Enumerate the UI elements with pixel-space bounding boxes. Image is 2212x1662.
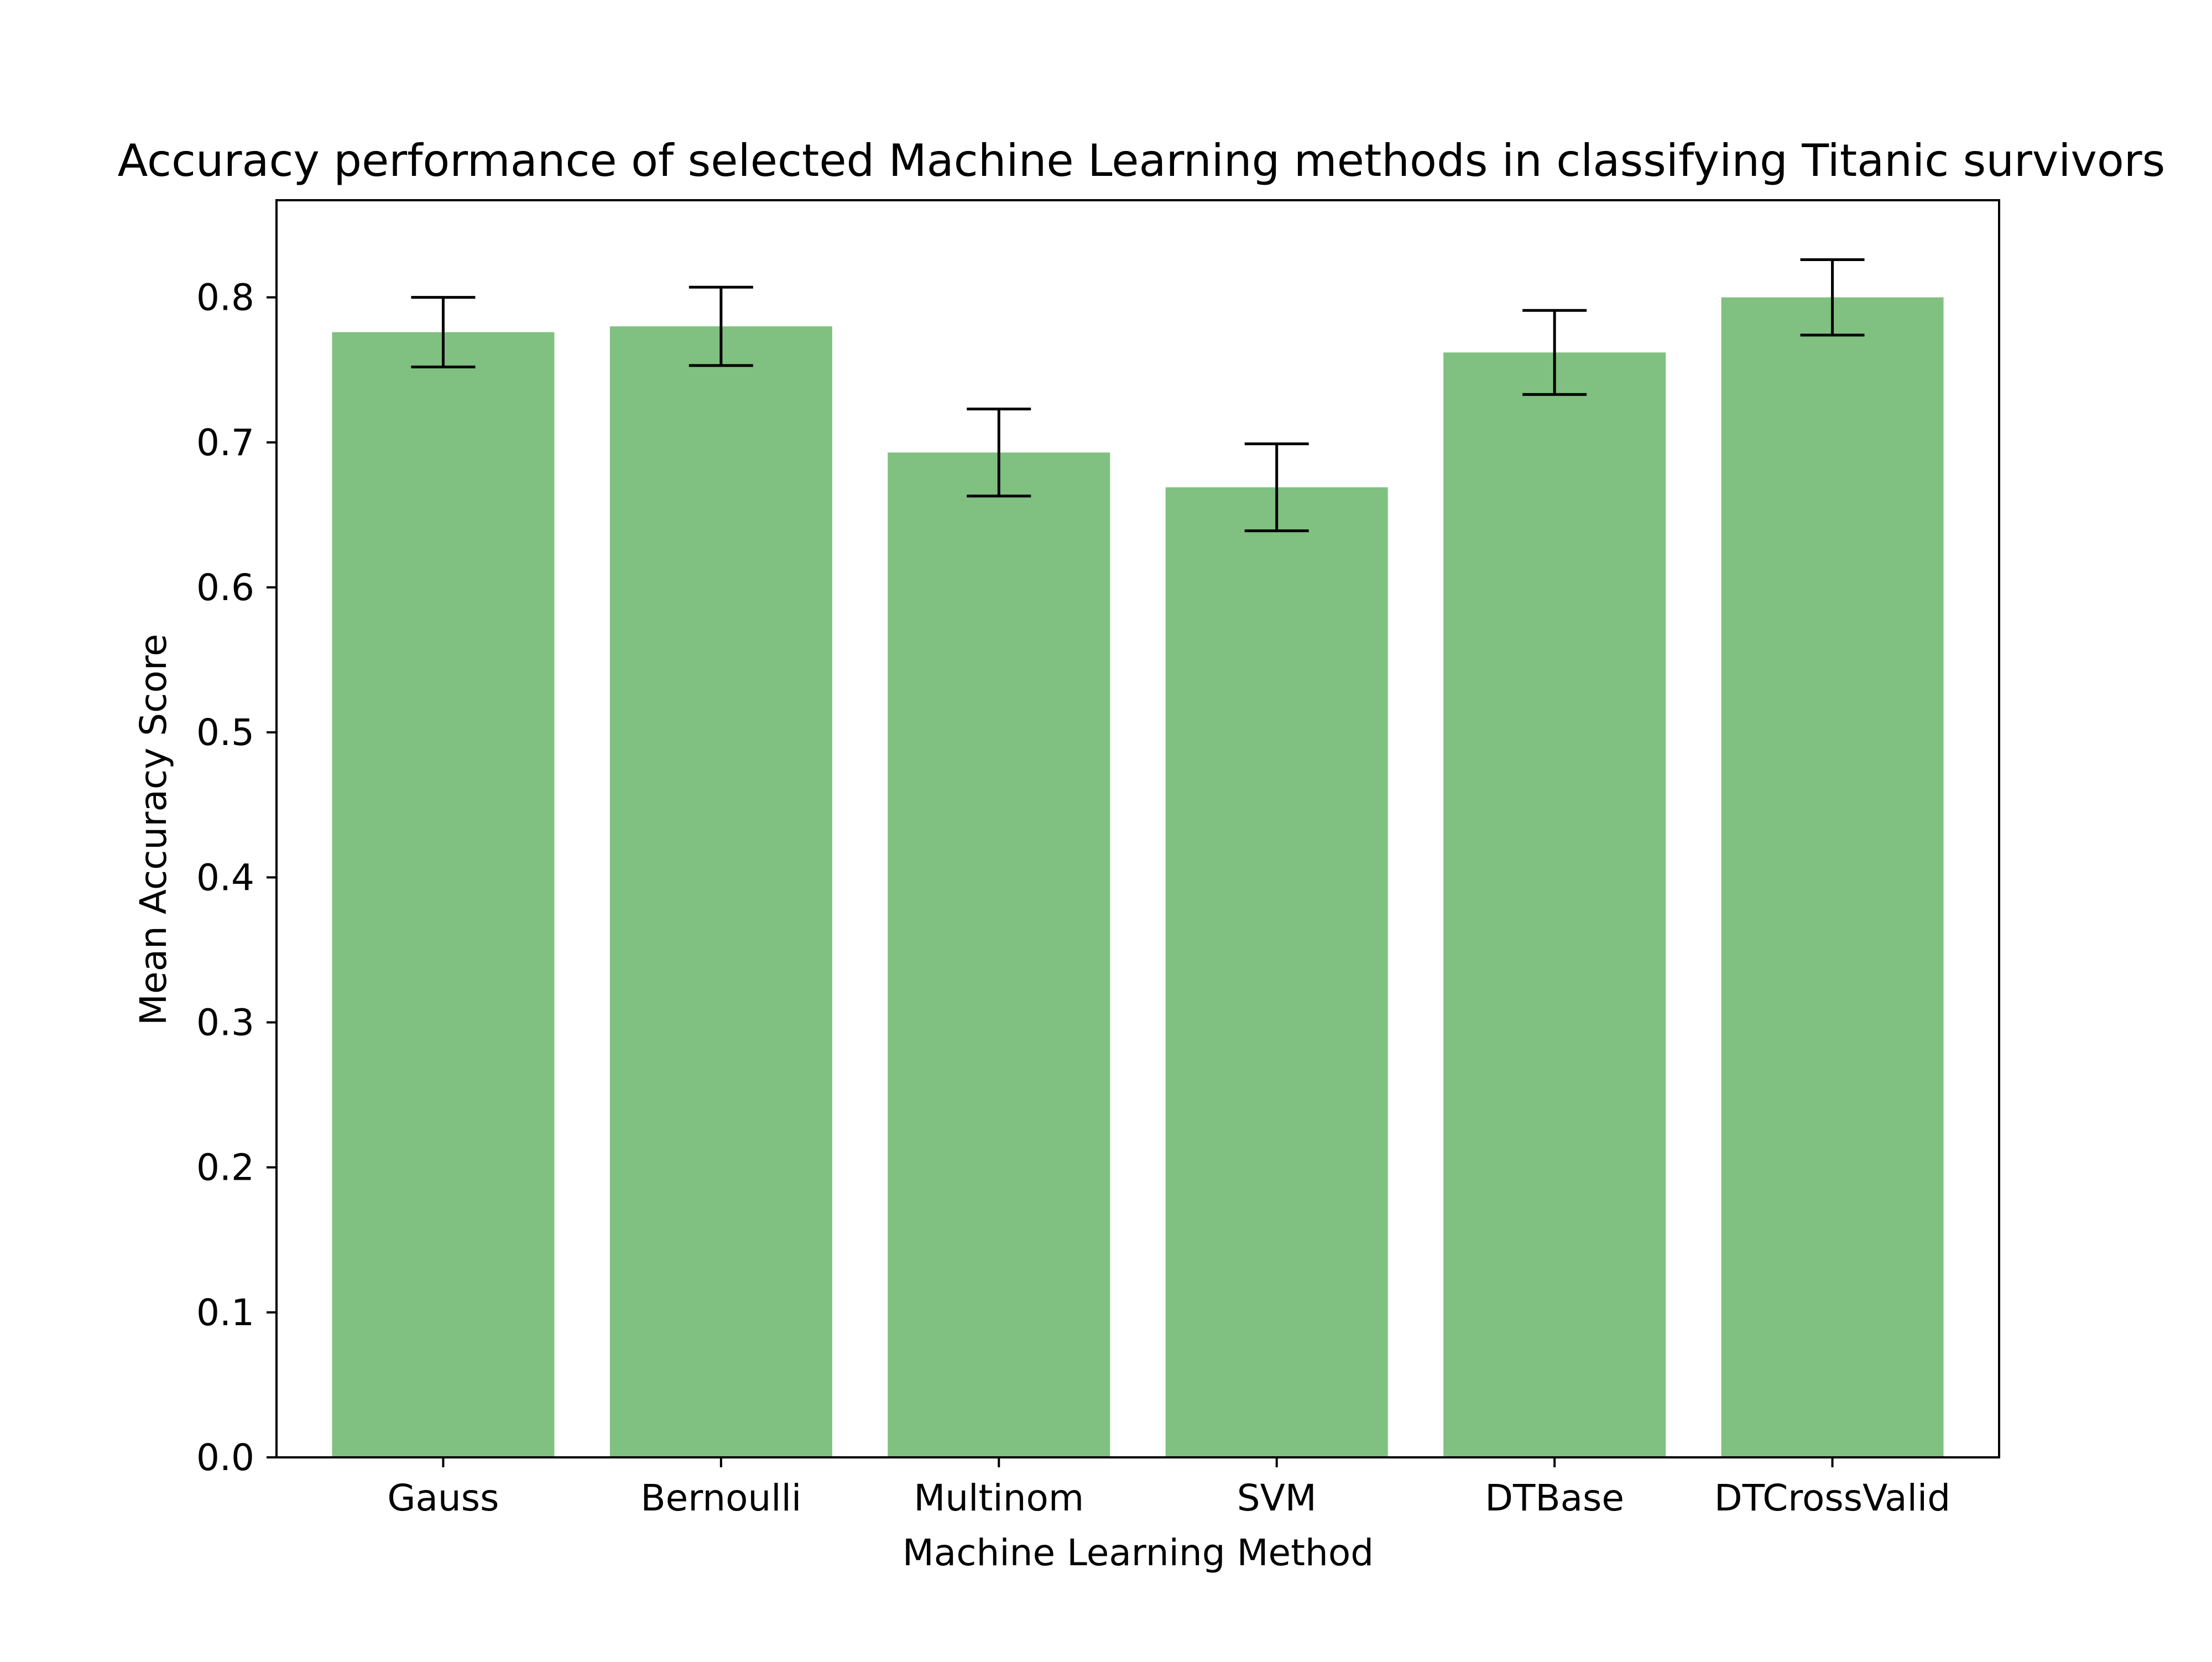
y-tick-label-0-3: 0.3 bbox=[196, 1001, 254, 1044]
y-tick-label-0-8: 0.8 bbox=[196, 277, 254, 319]
bar-svm bbox=[1165, 487, 1388, 1457]
y-tick-label-0-6: 0.6 bbox=[196, 566, 254, 609]
plot-area-frame bbox=[275, 199, 2000, 1458]
error-bar-dtcrossvalid bbox=[1800, 258, 1865, 337]
bar-dtcrossvalid bbox=[1721, 297, 1944, 1457]
y-tick-label-0-4: 0.4 bbox=[196, 856, 254, 899]
error-bar-svm bbox=[1244, 442, 1309, 533]
x-tick-label-dtbase: DTBase bbox=[1485, 1477, 1624, 1519]
error-bar-bernoulli bbox=[688, 285, 753, 367]
error-bar-dtbase bbox=[1522, 309, 1587, 396]
y-tick-label-0-2: 0.2 bbox=[196, 1147, 254, 1189]
y-tick-label-0-1: 0.1 bbox=[196, 1291, 254, 1334]
y-tick-label-0-7: 0.7 bbox=[196, 421, 254, 464]
x-tick-label-multinom: Multinom bbox=[914, 1477, 1084, 1519]
error-bars-layer bbox=[411, 258, 1865, 533]
bars-layer bbox=[332, 297, 1944, 1458]
x-axis-label: Machine Learning Method bbox=[902, 1531, 1374, 1574]
x-tick-label-dtcrossvalid: DTCrossValid bbox=[1714, 1477, 1950, 1519]
y-axis: 0.0 0.1 0.2 0.3 0.4 0.5 0.6 0.7 0.8 bbox=[196, 277, 276, 1479]
error-bar-multinom bbox=[967, 408, 1031, 498]
y-tick-label-0: 0.0 bbox=[196, 1436, 254, 1479]
x-tick-label-svm: SVM bbox=[1237, 1477, 1317, 1519]
bar-multinom bbox=[888, 452, 1110, 1457]
x-axis: Gauss Bernoulli Multinom SVM DTBase DTCrossVa… bbox=[387, 1457, 1950, 1519]
chart-title: Accuracy performance of selected Machine… bbox=[118, 135, 2166, 186]
y-tick-label-0-5: 0.5 bbox=[196, 711, 254, 754]
bar-gauss bbox=[332, 332, 555, 1457]
bar-bernoulli bbox=[609, 326, 832, 1458]
x-tick-label-gauss: Gauss bbox=[387, 1477, 499, 1519]
error-bar-gauss bbox=[411, 296, 476, 368]
x-tick-label-bernoulli: Bernoulli bbox=[640, 1477, 801, 1519]
y-axis-label: Mean Accuracy Score bbox=[132, 634, 175, 1025]
bar-dtbase bbox=[1443, 352, 1666, 1457]
